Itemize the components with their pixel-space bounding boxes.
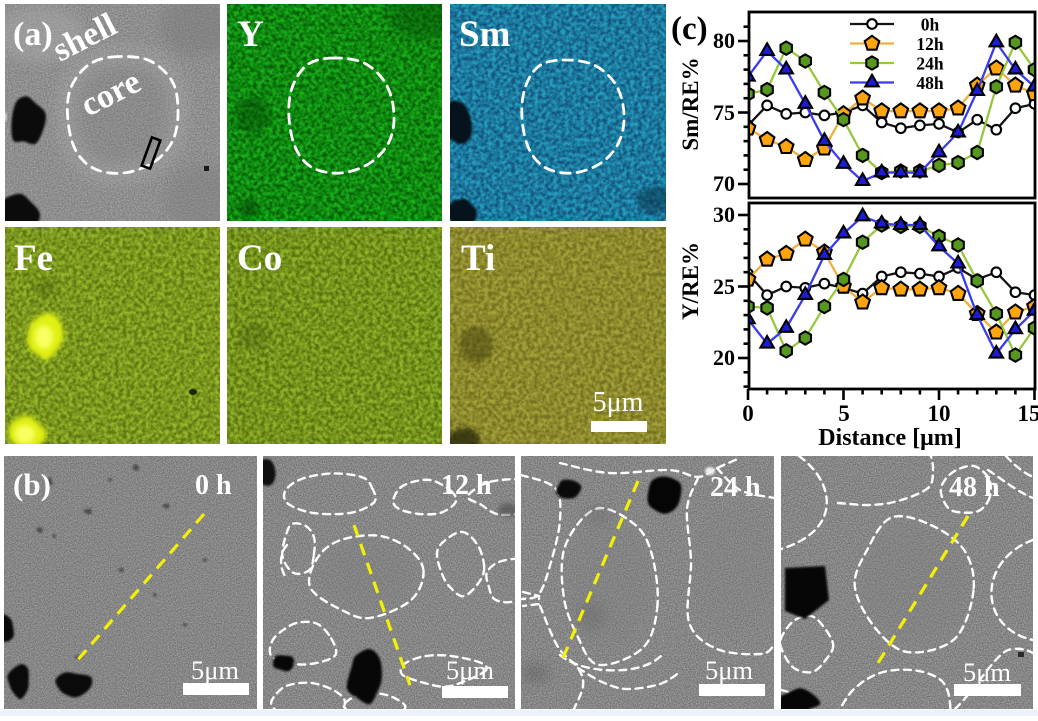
svg-text:80: 80 — [713, 28, 735, 53]
svg-text:0: 0 — [742, 401, 754, 426]
svg-text:12h: 12h — [916, 34, 944, 54]
svg-text:(a): (a) — [13, 16, 53, 53]
svg-text:Ti: Ti — [461, 238, 495, 279]
svg-text:5: 5 — [838, 401, 850, 426]
svg-text:15: 15 — [1018, 401, 1038, 426]
svg-text:48h: 48h — [916, 73, 944, 93]
svg-text:5μm: 5μm — [705, 655, 753, 685]
svg-text:75: 75 — [713, 100, 735, 125]
svg-text:5μm: 5μm — [593, 387, 644, 418]
svg-text:20: 20 — [713, 345, 735, 370]
svg-text:0h: 0h — [921, 15, 940, 35]
svg-text:12 h: 12 h — [441, 470, 492, 501]
svg-text:Sm: Sm — [459, 14, 511, 55]
svg-text:0 h: 0 h — [195, 470, 232, 501]
svg-text:Co: Co — [237, 238, 282, 279]
svg-text:24 h: 24 h — [710, 472, 761, 503]
svg-text:5μm: 5μm — [963, 657, 1011, 687]
svg-text:24h: 24h — [916, 54, 944, 74]
svg-text:Y: Y — [237, 14, 264, 55]
svg-text:70: 70 — [713, 171, 735, 196]
svg-text:25: 25 — [713, 274, 735, 299]
svg-text:Y/RE%: Y/RE% — [678, 242, 703, 320]
svg-text:5μm: 5μm — [446, 655, 494, 685]
svg-text:(b): (b) — [13, 467, 51, 502]
svg-text:5μm: 5μm — [191, 655, 239, 685]
svg-text:48 h: 48 h — [949, 472, 1000, 503]
svg-text:(c): (c) — [671, 11, 708, 47]
svg-text:Sm/RE%: Sm/RE% — [678, 57, 703, 150]
svg-text:30: 30 — [713, 202, 735, 227]
svg-text:Distance [μm]: Distance [μm] — [818, 425, 962, 451]
svg-text:Fe: Fe — [14, 238, 53, 279]
svg-text:10: 10 — [928, 401, 951, 426]
